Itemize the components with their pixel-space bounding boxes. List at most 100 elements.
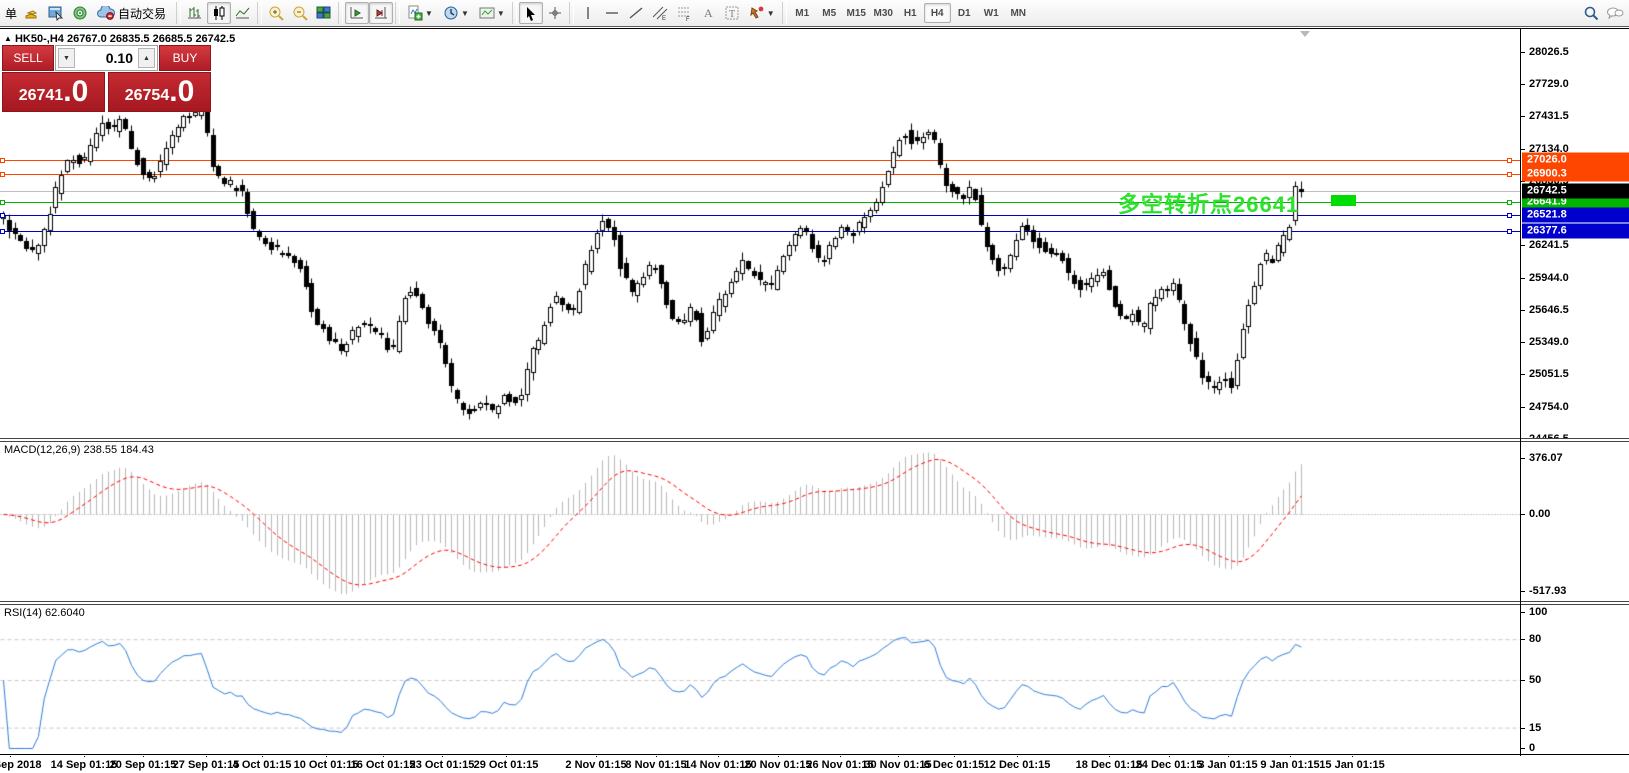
time-label-27 Sep 01:15: 27 Sep 01:15 bbox=[172, 759, 240, 771]
price-tick-25349.0: 25349.0 bbox=[1529, 336, 1569, 349]
autotrading-button[interactable]: 自动交易 bbox=[92, 2, 174, 24]
vertical-line-tool-icon[interactable] bbox=[576, 2, 600, 24]
macd-canvas bbox=[0, 442, 1520, 601]
tab-timeframe-h1[interactable]: H1 bbox=[903, 7, 917, 19]
trendline-tool-icon[interactable] bbox=[624, 2, 648, 24]
hline-handle-left-26377.6[interactable] bbox=[0, 228, 5, 234]
hline-handle-left-26900.3[interactable] bbox=[0, 172, 5, 178]
tab-timeframe-w1[interactable]: W1 bbox=[983, 7, 999, 19]
zoom-in-icon[interactable] bbox=[264, 2, 288, 24]
tab-timeframe-m15[interactable]: M15 bbox=[846, 7, 866, 19]
time-tick bbox=[1169, 756, 1170, 757]
time-tick bbox=[954, 756, 955, 757]
search-icon[interactable] bbox=[1579, 2, 1603, 24]
toolbar-separator bbox=[338, 2, 344, 24]
tab-timeframe-m30[interactable]: M30 bbox=[873, 7, 893, 19]
pivot-annotation-text[interactable]: 多空转折点26641 bbox=[1118, 192, 1300, 217]
pivot-green-box[interactable] bbox=[1331, 194, 1356, 206]
chart-line-icon[interactable] bbox=[231, 2, 255, 24]
terminal-window-icon[interactable] bbox=[44, 2, 68, 24]
tab-timeframe-m1[interactable]: M1 bbox=[795, 7, 810, 19]
svg-text:F: F bbox=[686, 17, 690, 21]
time-axis-border bbox=[0, 754, 1629, 755]
toolbar: 单 自动交易 bbox=[0, 0, 1629, 27]
tile-windows-icon[interactable] bbox=[312, 2, 336, 24]
time-tick bbox=[506, 756, 507, 757]
chart-candles-icon[interactable] bbox=[207, 2, 232, 24]
hline-handle-right-26900.3[interactable] bbox=[1507, 172, 1512, 178]
price-tick-27431.5: 27431.5 bbox=[1529, 110, 1569, 123]
svg-text:A: A bbox=[704, 6, 713, 20]
strategy-tester-icon[interactable] bbox=[68, 2, 92, 24]
hline-handle-right-26521.8[interactable] bbox=[1507, 213, 1512, 219]
hline-handle-right-27026.0[interactable] bbox=[1507, 158, 1512, 164]
autotrading-label: 自动交易 bbox=[118, 6, 167, 21]
chart-bars-icon[interactable] bbox=[183, 2, 207, 24]
hline-handle-left-26641.9[interactable] bbox=[0, 200, 5, 206]
tab-timeframe-h4[interactable]: H4 bbox=[923, 3, 951, 23]
buy-price-button[interactable]: 26754.0 bbox=[108, 72, 211, 112]
sell-price-button[interactable]: 26741.0 bbox=[2, 72, 105, 112]
arrows-tool-button[interactable]: ▼ bbox=[744, 2, 780, 24]
time-tick bbox=[326, 756, 327, 757]
hline-handle-right-26641.9[interactable] bbox=[1507, 200, 1512, 206]
scale-tick bbox=[1521, 406, 1525, 408]
tab-timeframe-mn[interactable]: MN bbox=[1010, 7, 1026, 19]
hline-handle-left-26521.8[interactable] bbox=[0, 213, 5, 219]
dropdown-arrow-icon: ▼ bbox=[496, 8, 505, 18]
rsi-scale-15: 15 bbox=[1529, 721, 1542, 734]
text-tool-icon[interactable]: A bbox=[696, 2, 720, 24]
scale-tick bbox=[1521, 84, 1525, 86]
auto-scroll-icon[interactable] bbox=[345, 2, 370, 24]
volume-increment-button[interactable]: ▲ bbox=[138, 48, 155, 68]
time-label-30 Nov 01:15: 30 Nov 01:15 bbox=[864, 759, 932, 771]
time-label-8 Nov 01:15: 8 Nov 01:15 bbox=[625, 759, 687, 771]
periods-button[interactable]: ▼ bbox=[438, 2, 474, 24]
volume-input[interactable]: ▼ 0.10 ▲ bbox=[55, 45, 158, 71]
tab-timeframe-m5[interactable]: M5 bbox=[822, 7, 837, 19]
time-label-10 Oct 01:15: 10 Oct 01:15 bbox=[293, 759, 359, 771]
price-tick-24754.0: 24754.0 bbox=[1529, 400, 1569, 413]
price-tick-25944.0: 25944.0 bbox=[1529, 271, 1569, 284]
volume-decrement-button[interactable]: ▼ bbox=[58, 48, 75, 68]
one-click-trading-panel: SELL ▼ 0.10 ▲ BUY 26741.0 26754.0 bbox=[2, 45, 211, 112]
fibonacci-tool-icon[interactable]: F bbox=[672, 2, 696, 24]
market-watch-icon[interactable] bbox=[20, 2, 44, 24]
new-order-partial-label[interactable]: 单 bbox=[5, 6, 18, 21]
chart-shift-icon[interactable] bbox=[369, 2, 394, 24]
macd-scale--517.93: -517.93 bbox=[1529, 585, 1567, 598]
sell-button[interactable]: SELL bbox=[2, 45, 54, 71]
dropdown-arrow-icon: ▼ bbox=[425, 8, 433, 18]
price-scale[interactable]: 28026.527729.027431.527134.026836.526241… bbox=[1521, 29, 1629, 756]
time-tick bbox=[206, 756, 207, 757]
candlestick-canvas bbox=[0, 29, 1520, 438]
zoom-out-icon[interactable] bbox=[288, 2, 312, 24]
time-tick bbox=[1352, 756, 1353, 757]
hline-handle-right-26377.6[interactable] bbox=[1507, 228, 1512, 234]
svg-text:E: E bbox=[662, 16, 666, 21]
time-label-15 Jan 01:15: 15 Jan 01:15 bbox=[1319, 759, 1385, 771]
crosshair-tool-icon[interactable] bbox=[543, 2, 567, 24]
time-tick bbox=[383, 756, 384, 757]
hline-handle-left-27026.0[interactable] bbox=[0, 158, 5, 164]
scale-tick bbox=[1521, 277, 1525, 279]
channel-tool-icon[interactable]: E bbox=[648, 2, 672, 24]
cursor-tool-icon[interactable] bbox=[518, 2, 543, 24]
chat-icon[interactable] bbox=[1603, 2, 1627, 24]
horizontal-line-tool-icon[interactable] bbox=[600, 2, 624, 24]
pane-separator[interactable] bbox=[0, 601, 1629, 605]
time-tick bbox=[1228, 756, 1229, 757]
text-label-tool-icon[interactable]: T bbox=[720, 2, 744, 24]
templates-button[interactable]: ▼ bbox=[474, 2, 510, 24]
time-tick bbox=[840, 756, 841, 757]
indicators-button[interactable]: ▼ bbox=[402, 2, 438, 24]
time-tick bbox=[1017, 756, 1018, 757]
time-label-6 Dec 01:15: 6 Dec 01:15 bbox=[923, 759, 985, 771]
tab-timeframe-d1[interactable]: D1 bbox=[957, 7, 971, 19]
scale-tick bbox=[1521, 458, 1525, 459]
chart-shift-marker-icon[interactable] bbox=[1300, 31, 1310, 37]
pane-separator[interactable] bbox=[0, 438, 1629, 442]
buy-button[interactable]: BUY bbox=[159, 45, 211, 71]
